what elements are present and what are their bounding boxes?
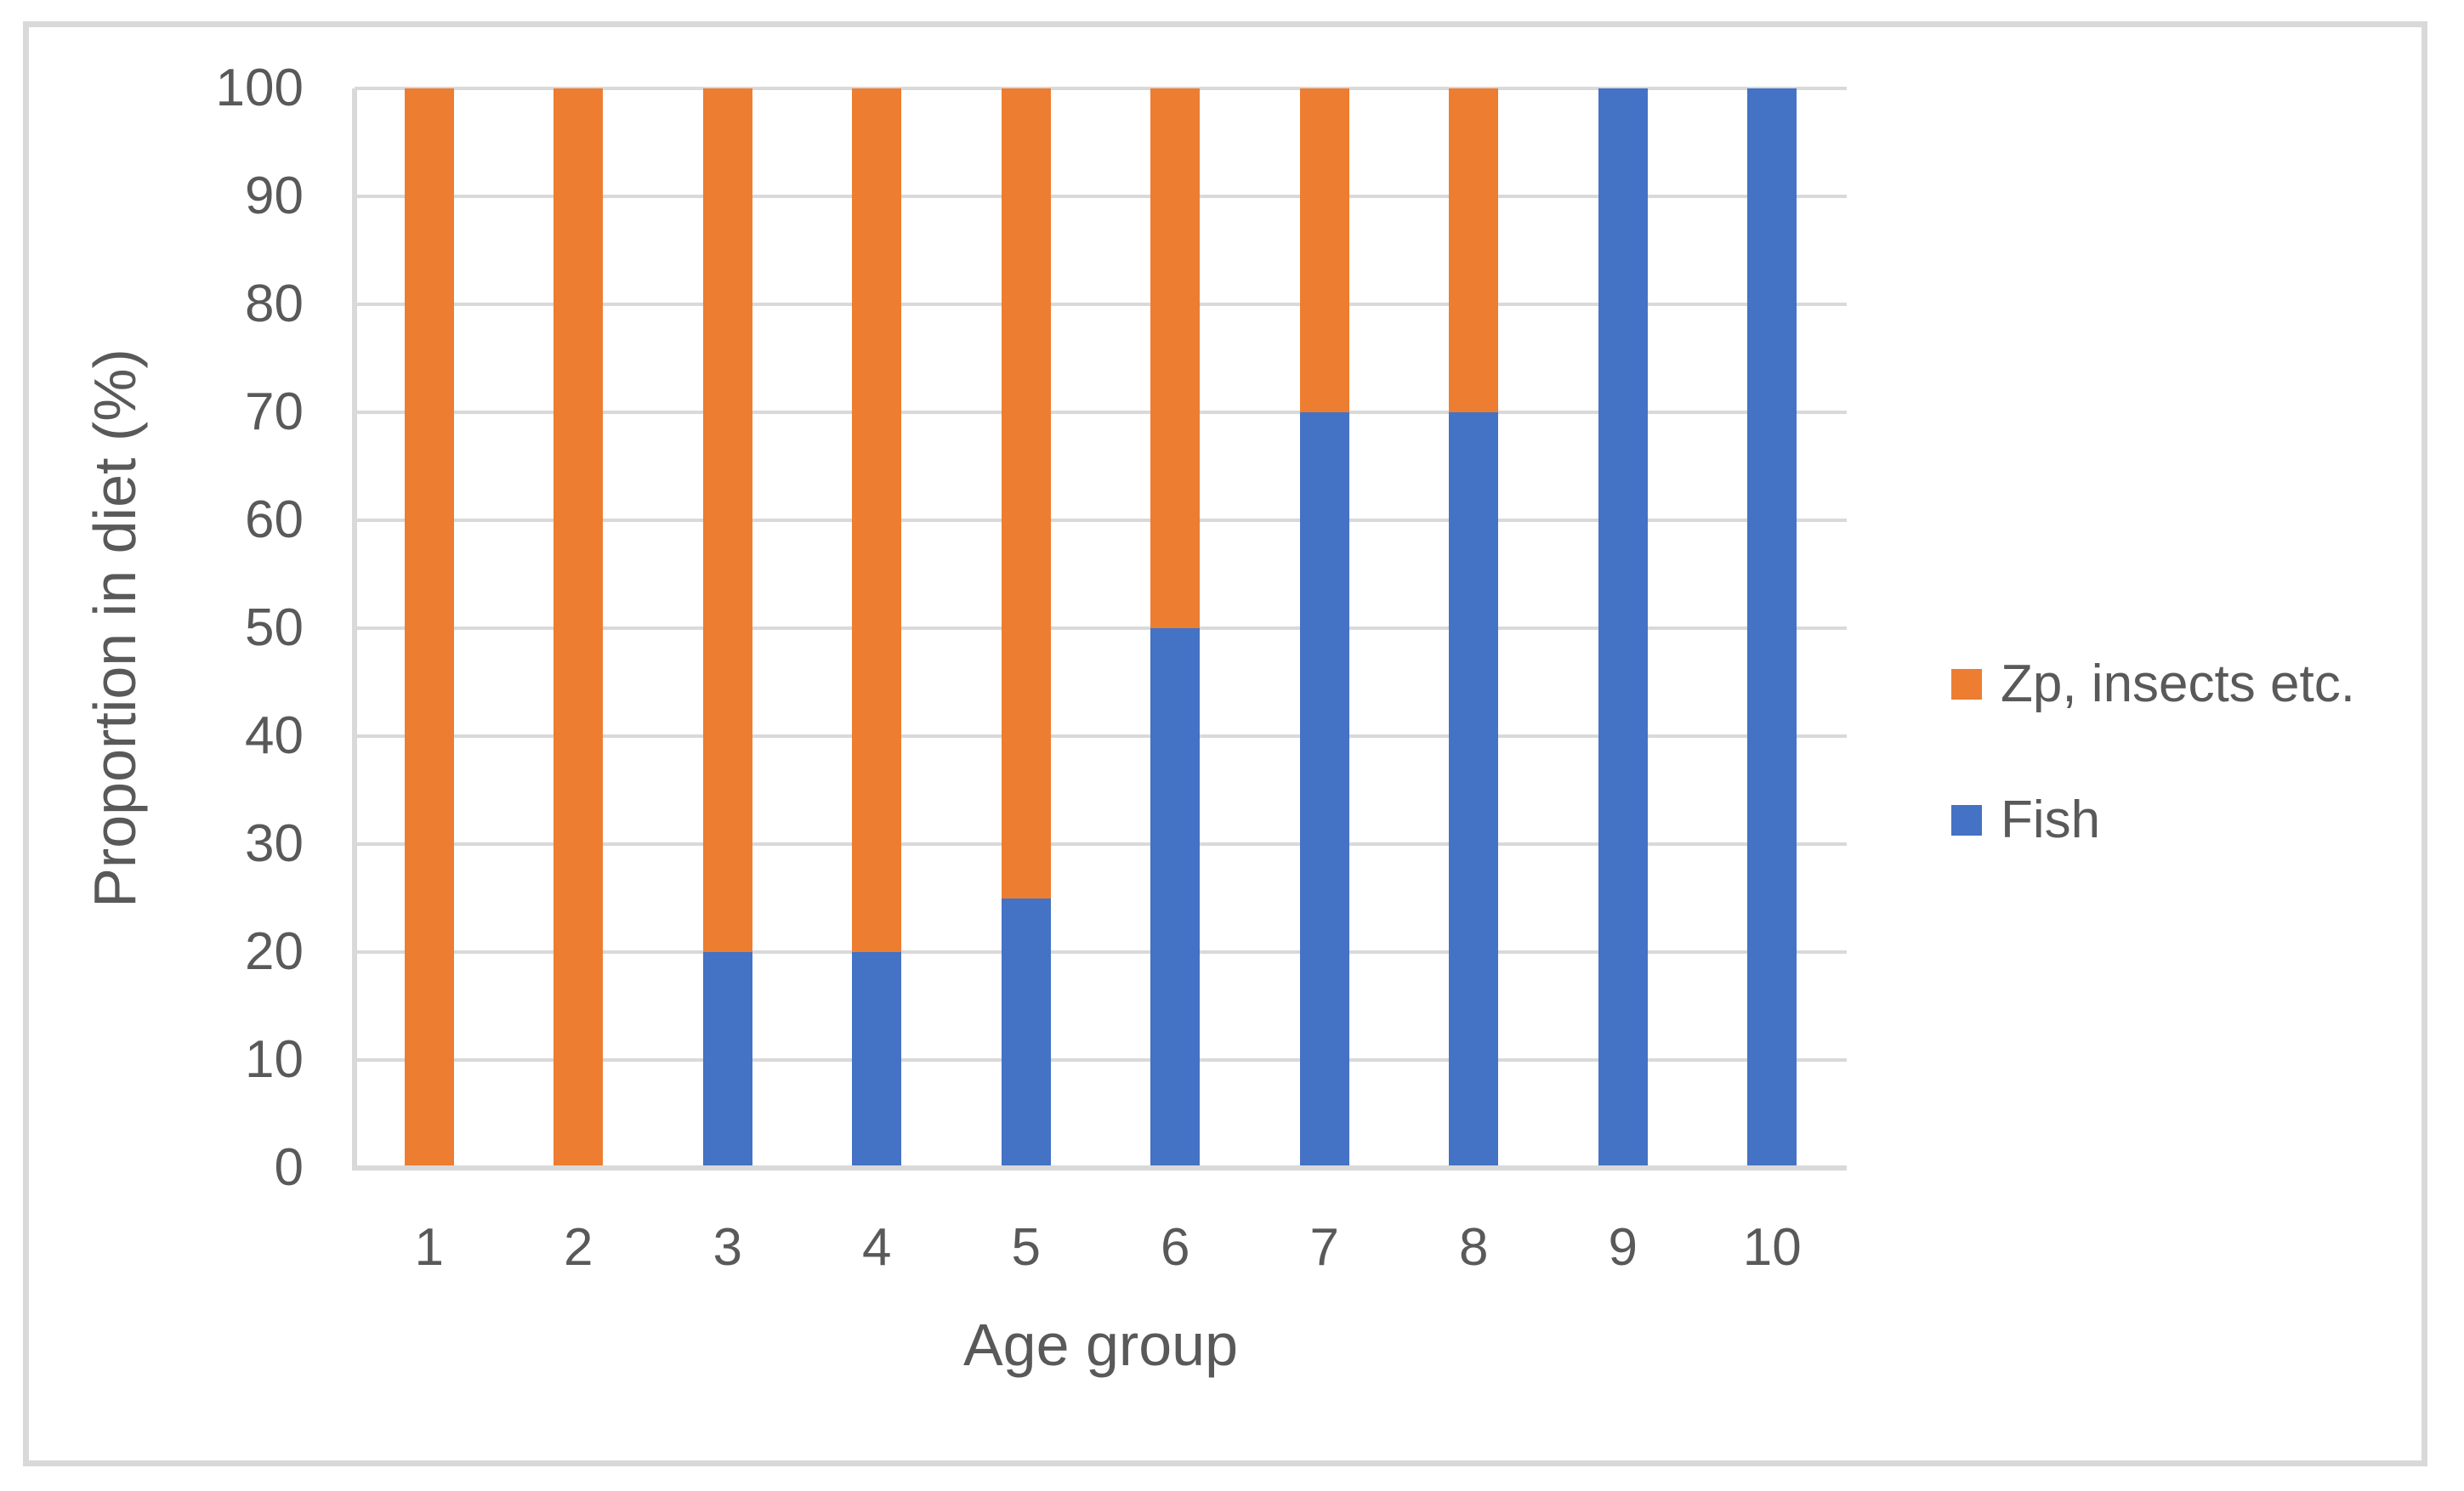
bar-segment-fish-age-9 <box>1598 88 1648 1168</box>
x-tick-label-6: 6 <box>1161 1218 1190 1277</box>
y-tick-label-20: 20 <box>245 922 304 981</box>
bar-age-4 <box>852 88 902 1168</box>
y-tick-label-50: 50 <box>245 598 304 657</box>
plot-area <box>352 87 1847 1171</box>
gridline-70 <box>355 411 1847 414</box>
x-axis-title: Age group <box>962 1312 1239 1378</box>
x-tick-label-9: 9 <box>1608 1218 1638 1277</box>
y-tick-label-0: 0 <box>274 1138 304 1197</box>
y-tick-label-70: 70 <box>245 383 304 441</box>
gridline-30 <box>355 842 1847 846</box>
bar-segment-fish-age-8 <box>1449 412 1499 1168</box>
y-tick-label-40: 40 <box>245 706 304 765</box>
bar-segment-zp-insects-etc-age-3 <box>702 88 752 952</box>
legend-item-zp-insects-etc: Zp, insects etc. <box>1951 654 2355 715</box>
bar-age-5 <box>1001 88 1051 1168</box>
bar-age-8 <box>1449 88 1499 1168</box>
bar-segment-zp-insects-etc-age-5 <box>1001 88 1051 899</box>
bar-segment-zp-insects-etc-age-2 <box>554 88 604 1168</box>
bar-segment-fish-age-4 <box>852 952 902 1168</box>
x-tick-label-2: 2 <box>564 1218 593 1277</box>
bar-segment-zp-insects-etc-age-8 <box>1449 88 1499 412</box>
y-tick-label-80: 80 <box>245 275 304 333</box>
x-tick-label-5: 5 <box>1011 1218 1041 1277</box>
bar-age-3 <box>702 88 752 1168</box>
x-tick-label-3: 3 <box>713 1218 742 1277</box>
bar-segment-zp-insects-etc-age-6 <box>1150 88 1201 628</box>
bar-age-2 <box>554 88 604 1168</box>
bar-segment-zp-insects-etc-age-7 <box>1299 88 1349 412</box>
bar-segment-fish-age-7 <box>1299 412 1349 1168</box>
x-tick-label-1: 1 <box>414 1218 444 1277</box>
x-tick-label-4: 4 <box>862 1218 892 1277</box>
bar-age-10 <box>1747 88 1797 1168</box>
x-tick-label-8: 8 <box>1459 1218 1489 1277</box>
bar-age-6 <box>1150 88 1201 1168</box>
y-tick-label-60: 60 <box>245 490 304 549</box>
x-tick-label-10: 10 <box>1742 1218 1802 1277</box>
gridline-80 <box>355 303 1847 306</box>
gridline-50 <box>355 626 1847 630</box>
legend-item-fish: Fish <box>1951 790 2355 851</box>
x-tick-label-7: 7 <box>1309 1218 1339 1277</box>
bar-segment-fish-age-5 <box>1001 898 1051 1168</box>
gridline-90 <box>355 195 1847 198</box>
bar-segment-fish-age-10 <box>1747 88 1797 1168</box>
bar-age-9 <box>1598 88 1648 1168</box>
x-axis-line <box>352 1165 1847 1171</box>
bar-segment-fish-age-6 <box>1150 628 1201 1168</box>
gridline-10 <box>355 1058 1847 1062</box>
legend-swatch-zp-insects-etc <box>1951 669 1982 700</box>
legend: Zp, insects etc. Fish <box>1951 654 2355 851</box>
bar-segment-zp-insects-etc-age-4 <box>852 88 902 952</box>
gridline-60 <box>355 519 1847 522</box>
bar-age-1 <box>404 88 454 1168</box>
y-tick-label-90: 90 <box>245 167 304 225</box>
y-tick-label-100: 100 <box>215 59 304 117</box>
bar-age-7 <box>1299 88 1349 1168</box>
legend-label-zp-insects-etc: Zp, insects etc. <box>2001 655 2355 713</box>
gridline-40 <box>355 734 1847 738</box>
gridline-100 <box>355 87 1847 90</box>
gridline-20 <box>355 950 1847 954</box>
legend-label-fish: Fish <box>2001 791 2101 849</box>
legend-swatch-fish <box>1951 805 1982 836</box>
y-tick-label-30: 30 <box>245 814 304 873</box>
bar-segment-fish-age-3 <box>702 952 752 1168</box>
bar-segment-zp-insects-etc-age-1 <box>404 88 454 1168</box>
y-tick-label-10: 10 <box>245 1030 304 1089</box>
y-axis-line <box>352 88 357 1171</box>
